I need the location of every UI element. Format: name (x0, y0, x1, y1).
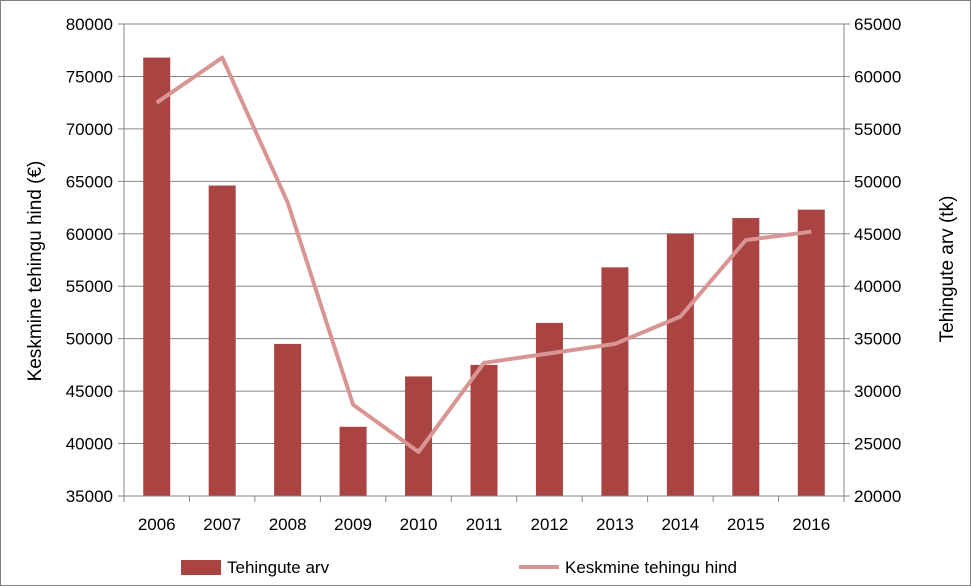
right-tick-label: 45000 (854, 225, 901, 244)
bar (274, 343, 302, 496)
bar (535, 322, 563, 496)
x-tick-label: 2014 (661, 515, 699, 534)
bar (208, 185, 236, 497)
left-tick-label: 40000 (66, 435, 113, 454)
right-tick-label: 50000 (854, 172, 901, 191)
bar (470, 364, 498, 496)
bar (601, 267, 629, 496)
left-tick-label: 75000 (66, 67, 113, 86)
x-tick-label: 2008 (269, 515, 307, 534)
right-tick-label: 55000 (854, 120, 901, 139)
right-tick-label: 65000 (854, 15, 901, 34)
bar (339, 426, 367, 496)
left-axis-title: Keskmine tehingu hind (€) (25, 161, 46, 382)
left-tick-label: 50000 (66, 330, 113, 349)
axes (118, 23, 850, 502)
right-tick-label: 60000 (854, 67, 901, 86)
left-tick-label: 65000 (66, 172, 113, 191)
bar (405, 376, 433, 496)
left-tick-label: 60000 (66, 225, 113, 244)
x-tick-label: 2013 (596, 515, 634, 534)
bar (732, 218, 760, 497)
bar-series (143, 57, 825, 497)
bar (797, 209, 825, 497)
legend-swatch-bar (181, 560, 221, 575)
right-tick-label: 35000 (854, 330, 901, 349)
x-tick-label: 2007 (203, 515, 241, 534)
legend-label-bar: Tehingute arv (227, 558, 330, 577)
bar (666, 233, 694, 496)
left-tick-label: 45000 (66, 382, 113, 401)
x-tick-label: 2009 (334, 515, 372, 534)
x-tick-label: 2010 (400, 515, 438, 534)
right-tick-label: 40000 (854, 277, 901, 296)
x-tick-label: 2012 (531, 515, 569, 534)
right-tick-label: 30000 (854, 382, 901, 401)
x-tick-label: 2006 (138, 515, 176, 534)
bar (143, 57, 171, 496)
x-axis-ticks: 2006 2007 2008 2009 2010 2011 2012 2013 2014 2015… (138, 515, 830, 534)
legend-label-line: Keskmine tehingu hind (565, 558, 737, 577)
left-tick-label: 55000 (66, 277, 113, 296)
right-axis-title: Tehingute arv (tk) (937, 196, 958, 343)
left-tick-label: 80000 (66, 15, 113, 34)
left-axis-ticks: 35000 40000 45000 50000 55000 60000 65000 70000… (66, 15, 113, 506)
right-tick-label: 25000 (854, 435, 901, 454)
gridlines (124, 23, 844, 445)
right-tick-label: 20000 (854, 487, 901, 506)
left-tick-label: 70000 (66, 120, 113, 139)
left-tick-label: 35000 (66, 487, 113, 506)
legend: Tehingute arv Keskmine tehingu hind (181, 558, 737, 577)
x-tick-label: 2016 (792, 515, 830, 534)
line-series (155, 55, 812, 454)
right-axis-ticks: 20000 25000 30000 35000 40000 45000 50000 55000… (854, 15, 901, 506)
x-tick-label: 2011 (466, 515, 503, 534)
x-tick-label: 2015 (727, 515, 765, 534)
series-line (155, 55, 812, 454)
